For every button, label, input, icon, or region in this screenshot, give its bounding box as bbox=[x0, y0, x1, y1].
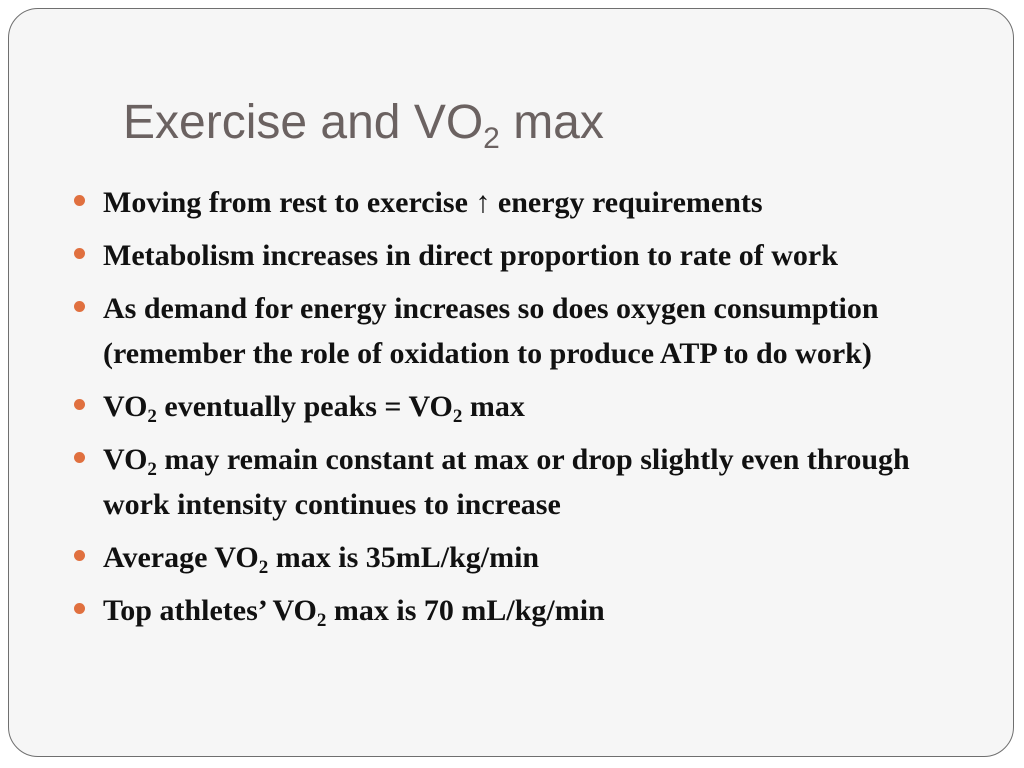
bullet-text-part: max is 70 mL/kg/min bbox=[326, 594, 605, 627]
bullet-list: Moving from rest to exercise ↑ energy re… bbox=[74, 180, 983, 641]
title-subscript: 2 bbox=[483, 122, 500, 155]
bullet-text: VO2 may remain constant at max or drop s… bbox=[103, 443, 910, 521]
bullet-dot-icon bbox=[74, 603, 85, 614]
slide-title: Exercise and VO2 max bbox=[123, 93, 604, 155]
subscript: 2 bbox=[316, 610, 327, 631]
bullet-text: Metabolism increases in direct proportio… bbox=[103, 239, 838, 272]
bullet-dot-icon bbox=[74, 550, 85, 561]
subscript: 2 bbox=[147, 406, 157, 427]
bullet-text: Moving from rest to exercise ↑ energy re… bbox=[103, 186, 763, 219]
bullet-text-part: Average VO bbox=[103, 541, 259, 574]
title-text: Exercise and VO bbox=[123, 96, 484, 149]
bullet-dot-icon bbox=[74, 399, 85, 410]
bullet-text: VO2 eventually peaks = VO2 max bbox=[103, 390, 525, 426]
bullet-dot-icon bbox=[74, 195, 85, 206]
subscript: 2 bbox=[147, 459, 157, 480]
subscript: 2 bbox=[452, 406, 463, 427]
bullet-item: Average VO2 max is 35mL/kg/min bbox=[74, 535, 983, 580]
bullet-text-part: may remain constant at max or drop sligh… bbox=[103, 443, 910, 521]
bullet-text-part: eventually peaks = VO bbox=[156, 390, 453, 423]
bullet-item: As demand for energy increases so does o… bbox=[74, 286, 983, 376]
subscript: 2 bbox=[258, 557, 269, 578]
bullet-text-part: VO bbox=[103, 390, 148, 423]
bullet-text: As demand for energy increases so does o… bbox=[103, 292, 879, 370]
bullet-text-part: max is 35mL/kg/min bbox=[268, 541, 540, 574]
bullet-text-part: Top athletes’ VO bbox=[103, 594, 317, 627]
bullet-item: Moving from rest to exercise ↑ energy re… bbox=[74, 180, 983, 225]
bullet-item: Metabolism increases in direct proportio… bbox=[74, 233, 983, 278]
title-text-end: max bbox=[499, 96, 604, 149]
bullet-dot-icon bbox=[74, 301, 85, 312]
bullet-text: Average VO2 max is 35mL/kg/min bbox=[103, 541, 540, 577]
bullet-text-part: VO bbox=[103, 443, 148, 476]
bullet-item: VO2 may remain constant at max or drop s… bbox=[74, 437, 983, 527]
bullet-dot-icon bbox=[74, 248, 85, 259]
bullet-item: VO2 eventually peaks = VO2 max bbox=[74, 384, 983, 429]
bullet-text: Top athletes’ VO2 max is 70 mL/kg/min bbox=[103, 594, 605, 630]
slide: Exercise and VO2 max Moving from rest to… bbox=[8, 8, 1014, 757]
bullet-text-part: max bbox=[462, 390, 525, 423]
bullet-dot-icon bbox=[74, 452, 85, 463]
bullet-item: Top athletes’ VO2 max is 70 mL/kg/min bbox=[74, 588, 983, 633]
